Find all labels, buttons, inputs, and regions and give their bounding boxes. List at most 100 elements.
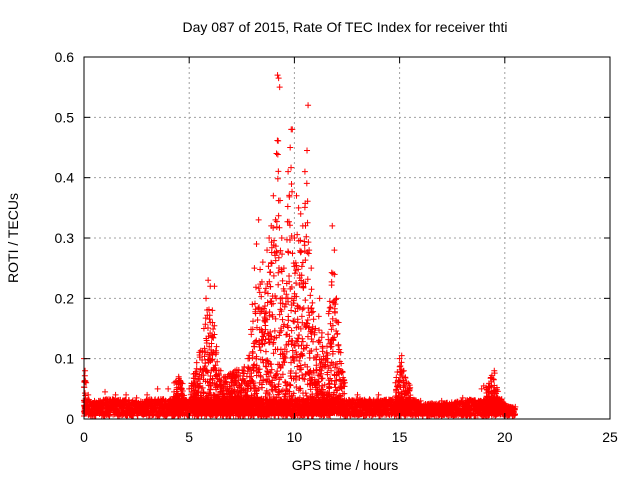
data-point [307, 386, 314, 393]
data-point [204, 369, 211, 376]
data-point [258, 278, 265, 285]
data-point [290, 317, 297, 324]
data-points [81, 72, 519, 419]
data-point [279, 277, 286, 284]
data-point [329, 315, 336, 322]
data-point [281, 303, 288, 310]
data-point [296, 357, 303, 364]
data-point [202, 360, 209, 367]
data-point [308, 336, 315, 343]
data-point [325, 331, 332, 338]
data-point [211, 283, 218, 290]
data-point [210, 334, 217, 341]
data-point [274, 151, 281, 158]
data-point [327, 344, 334, 351]
data-point [275, 281, 282, 288]
data-point [271, 327, 278, 334]
data-point [303, 180, 310, 187]
data-point [257, 266, 264, 273]
data-point [326, 304, 333, 311]
data-point [273, 249, 280, 256]
data-point [305, 102, 312, 109]
data-point [302, 297, 309, 304]
data-point [292, 376, 299, 383]
data-point [273, 150, 280, 157]
data-point [286, 222, 293, 229]
data-point [273, 224, 280, 231]
data-point [206, 316, 213, 323]
data-point [272, 374, 279, 381]
data-point [82, 379, 89, 386]
data-point [281, 321, 288, 328]
data-point [282, 354, 289, 361]
data-point [295, 342, 302, 349]
data-point [252, 284, 259, 291]
data-point [272, 243, 279, 250]
data-point [305, 324, 312, 331]
data-point [257, 372, 264, 379]
data-point [303, 392, 310, 399]
data-point [254, 316, 261, 323]
data-point [297, 249, 304, 256]
data-point [277, 374, 284, 381]
data-point [375, 391, 382, 398]
data-point [267, 369, 274, 376]
data-point [290, 392, 297, 399]
data-point [316, 295, 323, 302]
data-point [288, 181, 295, 188]
data-point [247, 385, 254, 392]
data-point [194, 376, 201, 383]
data-point [270, 272, 277, 279]
data-point [193, 359, 200, 366]
data-point [287, 367, 294, 374]
data-point [301, 238, 308, 245]
data-point [286, 272, 293, 279]
data-point [299, 306, 306, 313]
data-point [317, 360, 324, 367]
data-point [272, 386, 279, 393]
data-point [251, 343, 258, 350]
data-point [288, 233, 295, 240]
data-point [279, 294, 286, 301]
data-point [326, 308, 333, 315]
data-point [201, 353, 208, 360]
data-point [202, 321, 209, 328]
data-point [262, 285, 269, 292]
data-point [304, 276, 311, 283]
data-point [278, 268, 285, 275]
data-point [289, 126, 296, 133]
data-point [270, 224, 277, 231]
data-point [262, 336, 269, 343]
data-point [272, 257, 279, 264]
data-point [285, 168, 292, 175]
data-point [311, 329, 318, 336]
data-point [285, 324, 292, 331]
data-point [251, 300, 258, 307]
data-point [272, 315, 279, 322]
data-point [328, 367, 335, 374]
data-point [275, 137, 282, 144]
data-point [211, 322, 218, 329]
data-point [305, 250, 312, 257]
data-point [261, 289, 268, 296]
data-point [296, 331, 303, 338]
data-point [316, 327, 323, 334]
data-point [269, 313, 276, 320]
data-point [293, 349, 300, 356]
data-point [275, 75, 282, 82]
data-point [302, 280, 309, 287]
data-point [285, 298, 292, 305]
data-point [255, 305, 262, 312]
data-point [204, 324, 211, 331]
data-point [261, 340, 268, 347]
data-point [253, 241, 260, 248]
data-point [304, 333, 311, 340]
data-point [298, 248, 305, 255]
data-point [134, 412, 141, 419]
data-point [313, 346, 320, 353]
data-point [273, 218, 280, 225]
data-point [269, 377, 276, 384]
data-point [307, 305, 314, 312]
data-point [328, 278, 335, 285]
data-point [247, 366, 254, 373]
